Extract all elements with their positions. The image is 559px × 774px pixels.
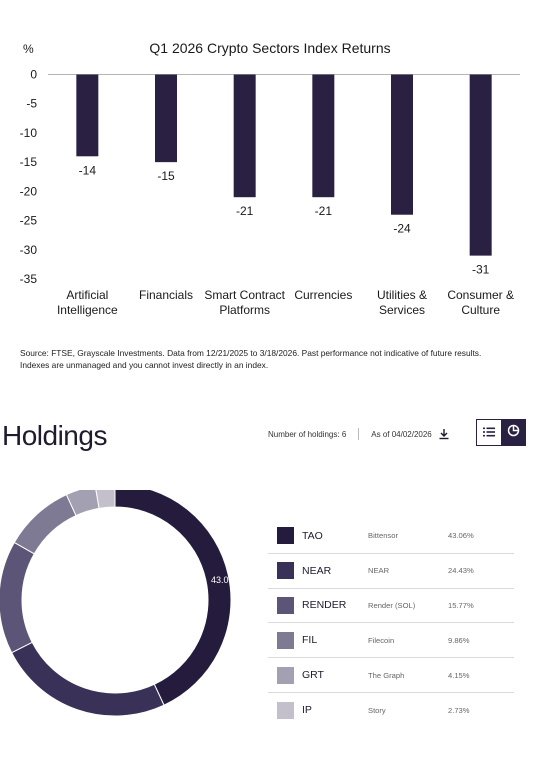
list-view-button[interactable] [477,420,501,445]
x-tick-label: Consumer & [447,288,514,302]
pie-chart-icon [507,424,520,442]
y-tick-label: -10 [20,126,38,140]
color-swatch [277,666,294,684]
donut-slice[interactable] [0,541,35,654]
y-tick-label: 0 [30,68,37,82]
chart-title: Q1 2026 Crypto Sectors Index Returns [149,40,390,56]
list-view-icon [483,424,495,442]
holding-ticker: TAO [302,529,323,542]
color-swatch [277,527,294,545]
holding-ticker: IP [302,704,312,717]
x-tick-label: Intelligence [57,303,118,317]
y-axis-ticks: 0 -5 -10 -15 -20 -25 -30 -35 [20,68,38,287]
holding-weight: 43.06% [448,531,474,541]
holdings-meta: Number of holdings: 6 As of 04/02/2026 [268,428,450,440]
donut-slices [0,490,232,717]
bar [76,74,99,157]
number-of-holdings: Number of holdings: 6 [268,429,347,439]
y-tick-label: -25 [20,214,38,228]
holding-row[interactable]: FIL Filecoin 9.86% [268,623,514,659]
bar-value-label: -31 [472,263,490,277]
download-icon[interactable] [438,428,450,440]
bar-series [76,74,492,256]
x-tick-label: Services [379,303,425,317]
holding-weight: 9.86% [448,635,470,645]
x-tick-label: Utilities & [377,288,427,302]
source-line-2: Indexes are unmanaged and you cannot inv… [20,360,269,370]
bar-value-label: -15 [157,169,175,183]
source-line-1: Source: FTSE, Grayscale Investments. Dat… [20,348,482,358]
holdings-donut-chart: 43.0 [0,490,232,717]
holding-ticker: RENDER [302,599,347,612]
holding-name: Filecoin [368,635,395,645]
x-tick-label: Culture [461,303,500,317]
holding-weight: 4.15% [448,670,470,680]
x-tick-label: Financials [139,288,193,302]
chart-view-button[interactable] [501,420,525,445]
holdings-heading: Holdings [2,420,107,451]
y-tick-label: -5 [26,97,37,111]
x-tick-label: Smart Contract [204,288,285,302]
holding-weight: 15.77% [448,600,474,610]
x-tick-label: Platforms [219,303,270,317]
color-swatch [277,631,294,649]
bar-value-label: -14 [79,163,97,177]
bar-value-label: -24 [393,222,411,236]
bar-value-label: -21 [315,204,333,218]
y-tick-label: -15 [20,155,38,169]
holding-name: Story [368,705,386,715]
donut-slice[interactable] [13,494,77,555]
x-tick-label: Artificial [66,288,108,302]
bar [312,74,335,198]
holding-row[interactable]: NEAR NEAR 24.43% [268,554,514,589]
bar [469,74,492,256]
holding-ticker: FIL [302,634,318,647]
y-tick-label: -35 [20,272,38,286]
holding-row[interactable]: TAO Bittensor 43.06% [268,519,514,554]
y-tick-label: -30 [20,243,38,257]
x-tick-label: Currencies [294,288,352,302]
y-axis-unit-label: % [23,42,34,56]
bar-value-label: -21 [236,204,254,218]
color-swatch [277,701,294,719]
bar [391,74,413,215]
holding-row[interactable]: RENDER Render (SOL) 15.77% [268,589,514,624]
data-labels: -14 -15 -21 -21 -24 -31 [79,163,490,276]
color-swatch [277,596,294,614]
holding-row[interactable]: GRT The Graph 4.15% [268,658,514,693]
y-tick-label: -20 [20,184,38,198]
color-swatch [277,562,294,580]
source-note: Source: FTSE, Grayscale Investments. Dat… [20,347,540,371]
holding-name: The Graph [368,670,405,680]
holding-ticker: NEAR [302,564,332,577]
donut-slice[interactable] [11,641,165,717]
holding-ticker: GRT [302,669,324,682]
donut-slice[interactable] [95,490,116,509]
bar [233,74,256,198]
holding-name: Render (SOL) [368,600,416,610]
meta-divider [358,428,360,440]
holding-row[interactable]: IP Story 2.73% [268,693,514,728]
holdings-legend-table: TAO Bittensor 43.06% NEAR NEAR 24.43% RENDER Re… [268,519,514,728]
as-of-date: As of 04/02/2026 [371,429,432,439]
donut-slice[interactable] [114,490,232,706]
view-toggle [476,419,526,446]
bar [155,74,177,163]
holding-weight: 2.73% [448,705,470,715]
holding-name: NEAR [368,566,390,576]
holding-weight: 24.43% [448,566,474,576]
tao-slice-label: 43.0 [211,575,229,585]
sector-returns-chart: Q1 2026 Crypto Sectors Index Returns % 0… [20,40,520,317]
holding-name: Bittensor [368,531,398,541]
